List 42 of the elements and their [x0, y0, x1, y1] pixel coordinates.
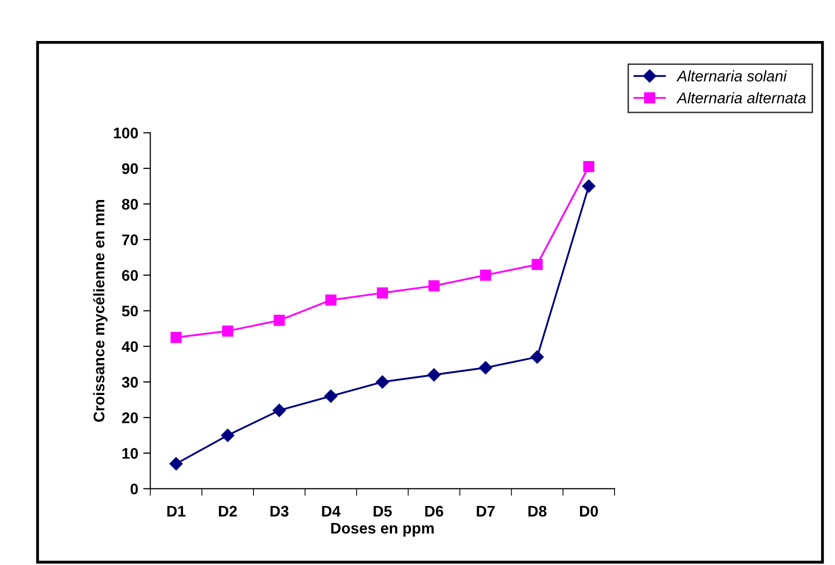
point: [428, 280, 440, 292]
point: [480, 270, 492, 281]
point: [170, 332, 182, 343]
point: [376, 287, 388, 299]
legend-label: Alternaria solani: [676, 70, 788, 82]
point: [376, 375, 390, 389]
y-tick-label: 20: [122, 412, 138, 424]
point: [583, 161, 594, 172]
point: [532, 258, 543, 270]
point: [530, 350, 544, 364]
y-tick-label: 80: [122, 198, 138, 210]
y-tick-label: 10: [122, 448, 138, 459]
y-tick-label: 40: [122, 341, 138, 352]
x-tick-label: D7: [476, 506, 495, 516]
x-tick-label: D0: [580, 506, 598, 517]
y-tick-label: 90: [122, 163, 138, 174]
point: [427, 368, 441, 382]
y-tick-label: 0: [130, 484, 138, 494]
legend-label: Alternaria alternata: [676, 92, 806, 104]
point: [272, 404, 286, 418]
point: [274, 314, 285, 326]
point: [582, 180, 596, 193]
y-tick-label: 60: [122, 270, 138, 281]
x-tick-label: D5: [374, 506, 392, 517]
point: [170, 457, 183, 470]
y-axis-title: Croissance mycélienne en mm: [93, 200, 108, 422]
y-tick-label: 100: [114, 128, 138, 138]
x-tick-label: D2: [218, 506, 237, 516]
x-tick-label: D3: [270, 506, 288, 517]
x-tick-label: D6: [425, 506, 444, 517]
point: [221, 428, 234, 442]
x-axis-title: Doses en ppm: [331, 522, 434, 537]
point: [222, 325, 234, 337]
point: [325, 294, 336, 306]
y-tick-label: 50: [122, 306, 138, 316]
x-tick-label: D1: [167, 506, 186, 516]
point: [479, 361, 492, 374]
point: [324, 390, 338, 403]
y-tick-label: 30: [122, 376, 138, 388]
y-tick-label: 70: [122, 234, 138, 246]
x-tick-label: D4: [322, 506, 341, 516]
x-tick-label: D8: [528, 506, 546, 517]
